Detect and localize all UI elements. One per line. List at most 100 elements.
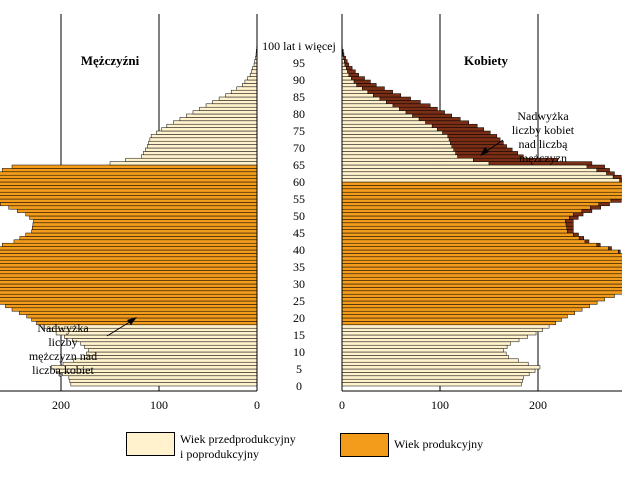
bar-female-age-39 bbox=[341, 249, 619, 254]
bar-female-surplus-age-79 bbox=[412, 113, 453, 118]
bar-female-age-50 bbox=[341, 212, 574, 217]
bar-male-age-80 bbox=[192, 110, 258, 115]
bar-female-age-89 bbox=[341, 79, 355, 84]
bar-female-age-82 bbox=[341, 103, 394, 108]
bar-female-age-63 bbox=[341, 168, 598, 173]
bar-male-age-2 bbox=[68, 375, 258, 380]
bar-male-age-89 bbox=[244, 79, 258, 84]
bar-male-age-65 bbox=[109, 161, 258, 166]
age-tick-65: 65 bbox=[293, 158, 305, 172]
bar-male-age-38 bbox=[0, 253, 258, 258]
age-tick-55: 55 bbox=[293, 192, 305, 206]
bar-female-age-47 bbox=[341, 222, 567, 227]
bar-female-surplus-age-73 bbox=[447, 134, 498, 139]
x-tick-female-0: 0 bbox=[339, 398, 345, 412]
bar-male-age-72 bbox=[149, 137, 258, 142]
bar-male-age-90 bbox=[247, 76, 258, 81]
bar-female-surplus-age-81 bbox=[399, 106, 438, 111]
bar-female-surplus-age-90 bbox=[351, 76, 365, 81]
bar-male-age-24 bbox=[0, 300, 258, 305]
bar-female-surplus-age-96 bbox=[343, 55, 346, 60]
x-tick-male-4: 100 bbox=[150, 398, 168, 412]
bar-female-age-48 bbox=[341, 219, 566, 224]
bar-male-age-22 bbox=[11, 307, 258, 312]
bar-female-age-5 bbox=[341, 365, 541, 370]
female-bars bbox=[341, 45, 622, 387]
bar-male-age-39 bbox=[0, 249, 258, 254]
bar-female-surplus-age-42 bbox=[584, 239, 590, 244]
bar-male-age-56 bbox=[0, 191, 258, 196]
bar-female-surplus-age-70 bbox=[451, 144, 507, 149]
bar-female-age-1 bbox=[341, 378, 523, 383]
bar-male-age-7 bbox=[73, 358, 258, 363]
bar-male-age-88 bbox=[242, 83, 258, 88]
age-tick-60: 60 bbox=[293, 175, 305, 189]
bar-female-age-25 bbox=[341, 297, 605, 302]
bar-male-age-87 bbox=[236, 86, 258, 91]
bar-female-age-41 bbox=[341, 242, 598, 247]
x-tick-female-2: 200 bbox=[529, 398, 547, 412]
x-tick-female-1: 100 bbox=[431, 398, 449, 412]
age-tick-20: 20 bbox=[293, 311, 305, 325]
bar-female-surplus-age-82 bbox=[392, 103, 431, 108]
bar-male-age-25 bbox=[0, 297, 258, 302]
bar-female-age-2 bbox=[341, 375, 524, 380]
bar-female-age-21 bbox=[341, 310, 575, 315]
bar-female-age-51 bbox=[341, 208, 583, 213]
bar-male-age-0 bbox=[70, 382, 258, 387]
bar-female-surplus-age-62 bbox=[606, 171, 615, 176]
bar-female-age-65 bbox=[341, 161, 490, 166]
bar-female-age-68 bbox=[341, 151, 456, 156]
bar-male-age-11 bbox=[84, 344, 258, 349]
age-tick-35: 35 bbox=[293, 260, 305, 274]
bar-female-age-14 bbox=[341, 334, 528, 339]
bar-female-age-84 bbox=[341, 96, 381, 101]
male-panel-title: Mężczyźni bbox=[81, 53, 140, 68]
bar-female-age-58 bbox=[341, 185, 622, 190]
bar-female-age-70 bbox=[341, 144, 453, 149]
bar-male-age-73 bbox=[150, 134, 258, 139]
age-tick-75: 75 bbox=[293, 124, 305, 138]
bar-male-age-76 bbox=[166, 123, 258, 128]
bar-male-age-55 bbox=[0, 195, 258, 200]
bar-male-age-62 bbox=[0, 171, 258, 176]
bar-female-age-15 bbox=[341, 331, 537, 336]
age-tick-50: 50 bbox=[293, 209, 305, 223]
bar-female-age-8 bbox=[341, 355, 509, 360]
bar-female-surplus-age-51 bbox=[581, 208, 593, 213]
bar-male-age-86 bbox=[230, 89, 258, 94]
bar-male-age-59 bbox=[0, 181, 258, 186]
bar-female-surplus-age-49 bbox=[569, 215, 579, 220]
age-tick-40: 40 bbox=[293, 243, 305, 257]
bar-female-surplus-age-87 bbox=[362, 86, 385, 91]
bar-female-surplus-age-98 bbox=[342, 49, 344, 54]
bar-male-age-46 bbox=[32, 225, 258, 230]
bar-female-surplus-age-85 bbox=[373, 93, 402, 98]
bar-female-age-49 bbox=[341, 215, 570, 220]
bar-male-age-61 bbox=[0, 174, 258, 179]
bar-female-surplus-age-54 bbox=[610, 198, 622, 203]
age-tick-70: 70 bbox=[293, 141, 305, 155]
bar-female-age-54 bbox=[341, 198, 612, 203]
bar-male-age-9 bbox=[86, 351, 258, 356]
bar-male-age-34 bbox=[0, 266, 258, 271]
bar-male-age-45 bbox=[31, 229, 258, 234]
bar-female-age-59 bbox=[341, 181, 622, 186]
age-tick-80: 80 bbox=[293, 107, 305, 121]
legend-item-working-age: Wiek produkcyjny bbox=[340, 433, 483, 457]
bar-female-age-13 bbox=[341, 338, 520, 343]
bar-female-age-92 bbox=[341, 69, 348, 74]
bar-male-age-30 bbox=[0, 280, 258, 285]
bar-female-surplus-age-78 bbox=[418, 117, 461, 122]
bar-female-age-66 bbox=[341, 157, 474, 162]
bar-male-age-66 bbox=[125, 157, 258, 162]
bar-female-age-56 bbox=[341, 191, 622, 196]
bar-female-age-75 bbox=[341, 127, 438, 132]
bar-female-age-74 bbox=[341, 130, 443, 135]
bar-female-age-46 bbox=[341, 225, 567, 230]
bar-male-age-31 bbox=[0, 276, 258, 281]
bar-female-age-87 bbox=[341, 86, 363, 91]
bar-female-age-86 bbox=[341, 89, 369, 94]
bar-male-age-49 bbox=[29, 215, 258, 220]
bar-male-age-70 bbox=[146, 144, 258, 149]
